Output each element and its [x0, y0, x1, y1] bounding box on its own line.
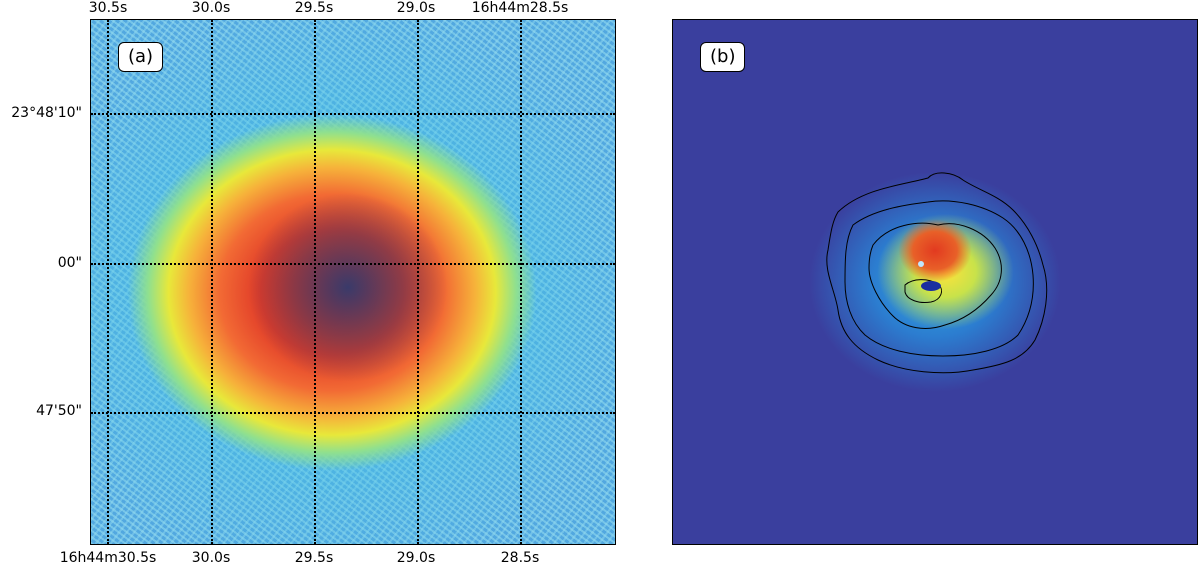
contour-middle — [844, 200, 1034, 357]
tick-label-top: 29.0s — [396, 0, 436, 16]
grid-line — [314, 20, 316, 544]
grid-line — [417, 20, 419, 544]
tick-label-left: 00" — [57, 255, 82, 271]
image-panel-a: (a) — [90, 19, 616, 545]
contour-inner — [868, 222, 1002, 329]
tick-label-bottom: 30.0s — [191, 550, 231, 566]
tick-label-bottom: 16h44m30.5s — [59, 550, 157, 566]
grid-line — [211, 20, 213, 544]
panel-label-b: (b) — [700, 42, 746, 72]
grid-line — [107, 20, 109, 544]
grid-line — [520, 20, 522, 544]
core-blue-spot — [921, 281, 941, 291]
tick-label-bottom: 29.5s — [294, 550, 334, 566]
tick-label-top: 30.5s — [88, 0, 128, 16]
image-panel-b: (b) — [672, 19, 1198, 545]
grid-line — [91, 412, 615, 414]
contour-outer — [826, 172, 1048, 374]
grid-line — [91, 263, 615, 265]
tick-label-bottom: 28.5s — [500, 550, 540, 566]
panel-label-a: (a) — [118, 42, 164, 72]
contour-core — [904, 279, 942, 303]
tick-label-bottom: 29.0s — [396, 550, 436, 566]
tick-label-top: 16h44m28.5s — [471, 0, 569, 16]
grid-line — [91, 113, 615, 115]
tick-label-top: 30.0s — [191, 0, 231, 16]
tick-label-left: 23°48'10" — [11, 105, 82, 121]
contour-overlay — [826, 172, 1048, 374]
star-point — [918, 261, 924, 267]
tick-label-top: 29.5s — [294, 0, 334, 16]
tick-label-left: 47'50" — [36, 403, 82, 419]
